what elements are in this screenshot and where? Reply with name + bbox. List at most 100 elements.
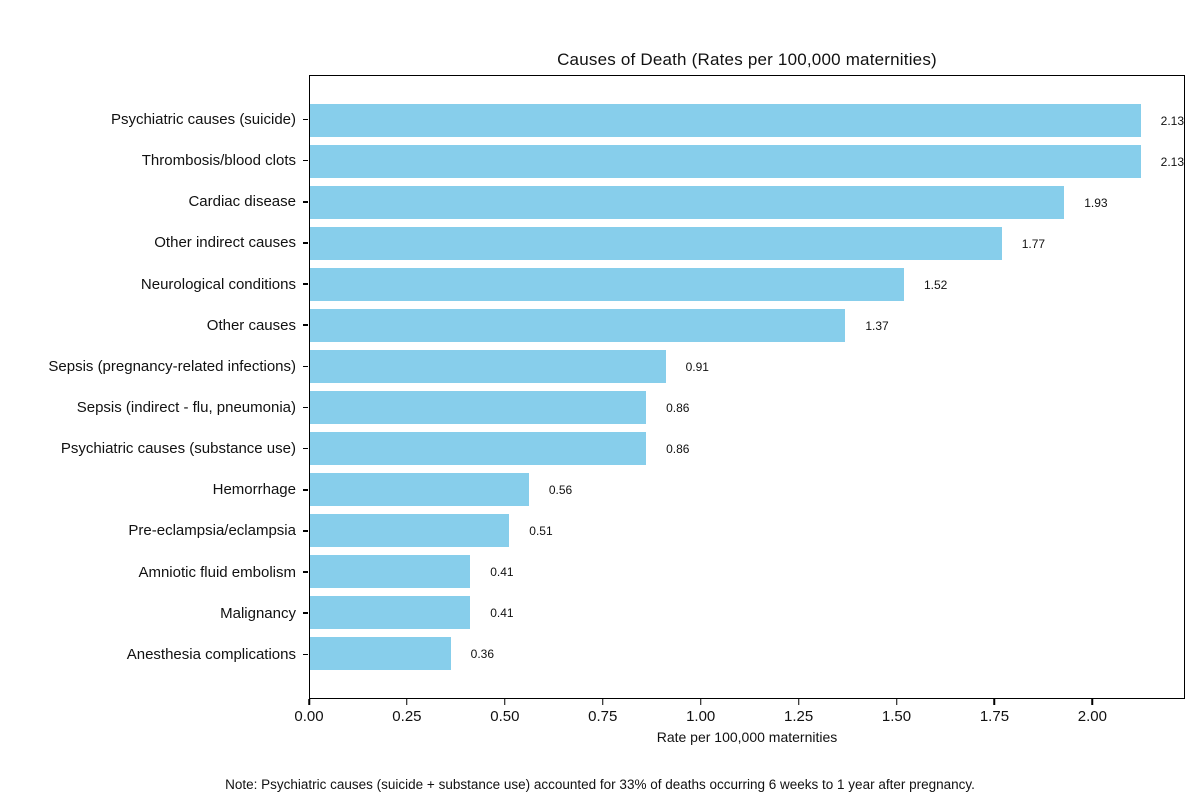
- y-tick-label: Anesthesia complications: [126, 645, 296, 663]
- y-label-row: Other causes: [0, 309, 308, 342]
- bar-value-label: 0.56: [548, 482, 573, 497]
- bar-row: 0.51: [310, 514, 1184, 547]
- bar-row: 1.77: [310, 227, 1184, 260]
- bar: [310, 227, 1002, 260]
- y-label-row: Sepsis (pregnancy-related infections): [0, 350, 308, 383]
- bar-row: 0.41: [310, 596, 1184, 629]
- x-tick-label: 0.25: [392, 708, 422, 725]
- bar-value-label: 0.41: [490, 564, 514, 579]
- y-tick-mark: [303, 118, 308, 121]
- y-label-row: Thrombosis/blood clots: [0, 144, 308, 177]
- bar: [310, 309, 846, 342]
- y-tick-mark: [303, 365, 308, 368]
- x-tick-label: 1.00: [686, 708, 716, 725]
- bar-value-label: 1.37: [865, 318, 889, 333]
- bar-row: 0.91: [310, 350, 1184, 383]
- bar-value-label: 0.86: [666, 441, 690, 456]
- x-axis-title: Rate per 100,000 maternities: [656, 729, 838, 745]
- bar-value-label: 0.51: [529, 523, 553, 538]
- chart-title: Causes of Death (Rates per 100,000 mater…: [557, 50, 937, 69]
- x-tick-label: 1.75: [979, 708, 1010, 725]
- x-tick-label: 0.50: [490, 708, 520, 725]
- y-tick-label: Other indirect causes: [154, 234, 296, 252]
- x-tick-label: 1.50: [881, 708, 912, 725]
- x-tick-mark: [504, 699, 506, 705]
- y-tick-label: Malignancy: [220, 604, 296, 622]
- x-tick-mark: [699, 699, 702, 705]
- bar-row: 0.41: [310, 555, 1184, 588]
- y-tick-mark: [303, 489, 308, 491]
- bars-container: 2.13 2.13 1.93 1.77 1.52 1.37 0.91 0.86 0.86 0.56…: [310, 76, 1184, 698]
- bar: [310, 473, 529, 506]
- y-label-row: Amniotic fluid embolism: [0, 556, 308, 589]
- x-tick-mark: [308, 699, 310, 705]
- y-tick-mark: [303, 653, 308, 656]
- bar-row: 0.36: [310, 637, 1184, 670]
- x-tick-label: 2.00: [1077, 708, 1107, 725]
- y-tick-mark: [303, 283, 308, 285]
- y-tick-mark: [303, 571, 308, 573]
- x-axis: 0.00 0.25 0.50 0.75 1.00 1.25 1.50 1.75 2.00: [294, 699, 1185, 729]
- x-tick-label: 0.75: [588, 708, 618, 725]
- x-tick-mark: [797, 699, 800, 705]
- y-label-row: Malignancy: [0, 597, 308, 630]
- y-label-row: Other indirect causes: [0, 226, 308, 259]
- y-tick-label: Psychiatric causes (substance use): [60, 440, 296, 458]
- y-label-row: Sepsis (indirect - flu, pneumonia): [0, 391, 308, 424]
- y-tick-label: Sepsis (indirect - flu, pneumonia): [76, 398, 296, 416]
- plot-area: 2.13 2.13 1.93 1.77 1.52 1.37 0.91 0.86 0.86 0.56…: [309, 75, 1185, 699]
- bar-row: 2.13: [310, 104, 1184, 137]
- bar-row: 2.13: [310, 145, 1184, 178]
- x-tick-mark: [602, 699, 604, 705]
- x-tick-mark: [993, 699, 996, 705]
- bar-value-label: 0.91: [685, 359, 709, 374]
- bar: [310, 596, 471, 629]
- bar-row: 1.37: [310, 309, 1184, 342]
- bar-value-label: 0.36: [470, 646, 495, 661]
- y-tick-label: Psychiatric causes (suicide): [110, 111, 296, 128]
- bar: [310, 637, 451, 670]
- bar-value-label: 1.77: [1021, 236, 1046, 251]
- y-tick-mark: [303, 201, 308, 203]
- bar-value-label: 1.52: [923, 277, 948, 292]
- y-axis-labels: Psychiatric causes (suicide) Thrombosis/b…: [0, 75, 308, 699]
- bar: [310, 432, 647, 465]
- y-tick-mark: [303, 324, 308, 326]
- bar-row: 0.86: [310, 391, 1184, 424]
- bar-value-label: 2.13: [1160, 113, 1184, 128]
- bar: [310, 555, 471, 588]
- y-tick-mark: [303, 447, 308, 450]
- x-tick-mark: [895, 699, 898, 705]
- y-tick-label: Amniotic fluid embolism: [138, 563, 296, 581]
- x-tick-label: 1.25: [783, 708, 814, 725]
- bar: [310, 104, 1141, 137]
- y-tick-label: Sepsis (pregnancy-related infections): [48, 357, 296, 375]
- y-label-row: Psychiatric causes (suicide): [0, 103, 308, 136]
- x-tick-mark: [1091, 699, 1094, 705]
- y-tick-mark: [303, 406, 308, 409]
- y-tick-label: Neurological conditions: [140, 275, 296, 293]
- bar-row: 0.56: [310, 473, 1184, 506]
- bar-value-label: 0.41: [490, 605, 514, 620]
- bar: [310, 268, 904, 301]
- y-tick-label: Cardiac disease: [188, 193, 296, 211]
- y-label-row: Pre-eclampsia/eclampsia: [0, 514, 308, 547]
- bar: [310, 350, 666, 383]
- bar: [310, 391, 647, 424]
- bar-value-label: 1.93: [1084, 195, 1108, 210]
- bar: [310, 145, 1141, 178]
- y-tick-mark: [303, 159, 308, 162]
- bar-value-label: 0.86: [666, 400, 690, 415]
- y-label-row: Anesthesia complications: [0, 638, 308, 671]
- bar: [310, 514, 510, 547]
- x-tick-mark: [406, 699, 408, 705]
- y-tick-label: Hemorrhage: [212, 481, 296, 499]
- x-tick-label: 0.00: [294, 708, 324, 725]
- y-tick-mark: [303, 530, 308, 532]
- bar-row: 1.93: [310, 186, 1184, 219]
- bar-row: 0.86: [310, 432, 1184, 465]
- bar-value-label: 2.13: [1160, 154, 1184, 169]
- y-tick-mark: [303, 242, 308, 244]
- y-label-row: Hemorrhage: [0, 473, 308, 506]
